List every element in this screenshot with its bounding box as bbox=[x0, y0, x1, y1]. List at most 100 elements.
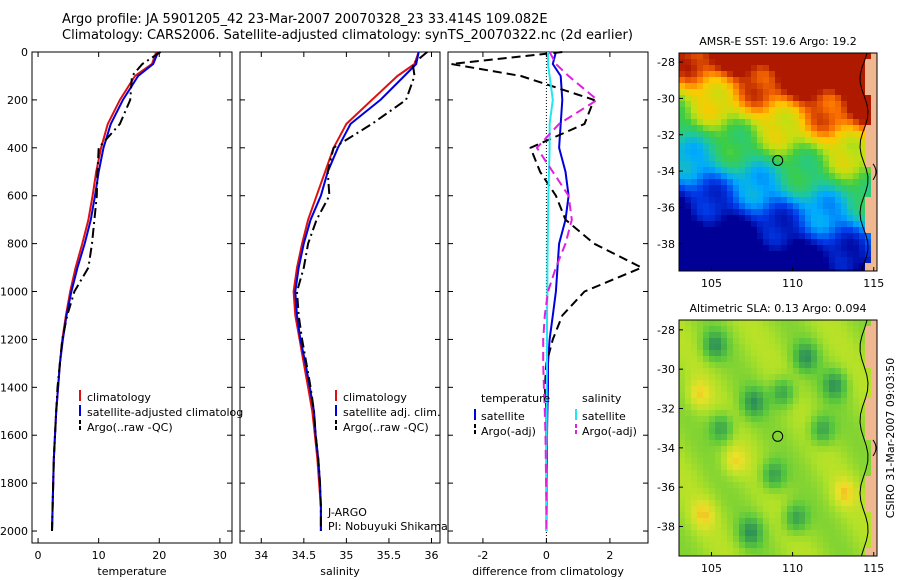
sst-map-cell bbox=[745, 263, 751, 269]
sla-map-cell bbox=[697, 458, 703, 464]
sst-map-cell bbox=[793, 197, 799, 203]
sla-map-cell bbox=[763, 554, 769, 556]
sla-map-cell bbox=[793, 374, 799, 380]
sst-map-cell bbox=[775, 203, 781, 209]
sla-map-cell bbox=[853, 386, 859, 392]
sst-map-cell bbox=[787, 197, 793, 203]
sla-map-cell bbox=[745, 554, 751, 556]
sla-map-cell bbox=[787, 422, 793, 428]
sla-map-cell bbox=[685, 320, 691, 326]
sst-map-cell bbox=[679, 119, 685, 125]
sst-map-cell bbox=[727, 197, 733, 203]
sst-map-cell bbox=[841, 77, 847, 83]
sla-map-cell bbox=[787, 494, 793, 500]
sst-map-cell bbox=[859, 185, 865, 191]
sla-map-cell bbox=[679, 434, 685, 440]
sla-map-cell bbox=[793, 320, 799, 326]
sst-map-cell bbox=[715, 71, 721, 77]
sla-map-cell bbox=[823, 530, 829, 536]
sst-map-cell bbox=[853, 65, 859, 71]
sst-map-cell bbox=[679, 149, 685, 155]
sla-map-cell bbox=[829, 524, 835, 530]
sst-map-cell bbox=[799, 179, 805, 185]
sst-map-cell bbox=[805, 137, 811, 143]
sla-map-cell bbox=[823, 452, 829, 458]
sla-map-cell bbox=[745, 452, 751, 458]
sla-map-cell bbox=[781, 542, 787, 548]
sla-map-cell bbox=[865, 434, 871, 440]
sla-map-cell bbox=[817, 404, 823, 410]
sla-map-cell bbox=[859, 500, 865, 506]
sst-map-cell bbox=[721, 215, 727, 221]
sst-map-cell bbox=[835, 179, 841, 185]
sla-map-cell bbox=[817, 542, 823, 548]
sla-map-cell bbox=[709, 338, 715, 344]
sla-map-cell bbox=[793, 440, 799, 446]
sst-map-cell bbox=[793, 167, 799, 173]
sst-map-cell bbox=[805, 113, 811, 119]
sst-map-cell bbox=[763, 203, 769, 209]
sla-map-cell bbox=[787, 362, 793, 368]
sst-map-cell bbox=[721, 59, 727, 65]
sla-map-cell bbox=[859, 458, 865, 464]
sla-map-cell bbox=[817, 380, 823, 386]
sla-map-cell bbox=[721, 338, 727, 344]
sst-map-cell bbox=[871, 53, 877, 59]
sla-map-cell bbox=[721, 548, 727, 554]
sla-map-cell bbox=[871, 518, 877, 524]
sst-map-cell bbox=[793, 227, 799, 233]
sst-map-cell bbox=[727, 179, 733, 185]
sst-map-cell bbox=[853, 95, 859, 101]
sst-map-cell bbox=[817, 257, 823, 263]
sst-map-cell bbox=[721, 233, 727, 239]
sst-map-cell bbox=[703, 179, 709, 185]
sst-map-cell bbox=[775, 185, 781, 191]
sla-map-cell bbox=[751, 536, 757, 542]
sst-map-cell bbox=[769, 137, 775, 143]
sst-map-cell bbox=[859, 203, 865, 209]
sst-map-cell bbox=[841, 185, 847, 191]
sst-map-cell bbox=[847, 161, 853, 167]
sla-map-cell bbox=[853, 476, 859, 482]
sla-map-cell bbox=[679, 332, 685, 338]
sla-map-cell bbox=[709, 554, 715, 556]
sst-map-cell bbox=[709, 149, 715, 155]
sla-map-cell bbox=[727, 518, 733, 524]
sst-map-cell bbox=[703, 221, 709, 227]
sla-map-cell bbox=[757, 476, 763, 482]
sla-map-cell bbox=[715, 524, 721, 530]
sst-map-cell bbox=[853, 227, 859, 233]
sla-map-cell bbox=[769, 458, 775, 464]
sst-map-cell bbox=[781, 155, 787, 161]
sla-map-cell bbox=[781, 332, 787, 338]
sla-map-cell bbox=[859, 518, 865, 524]
sst-map-cell bbox=[829, 185, 835, 191]
sla-map-cell bbox=[853, 350, 859, 356]
sla-map-cell bbox=[739, 428, 745, 434]
sst-map-cell bbox=[835, 137, 841, 143]
sst-map-ytick-label: -34 bbox=[657, 165, 675, 178]
sla-map-cell bbox=[829, 506, 835, 512]
sla-map-cell bbox=[721, 446, 727, 452]
sst-map-cell bbox=[721, 71, 727, 77]
sla-map-cell bbox=[679, 392, 685, 398]
sst-map-cell bbox=[685, 197, 691, 203]
sla-map-cell bbox=[781, 356, 787, 362]
sst-map-cell bbox=[727, 107, 733, 113]
sst-map-cell bbox=[859, 83, 865, 89]
sla-map-cell bbox=[853, 362, 859, 368]
sst-map-cell bbox=[841, 269, 847, 271]
sst-map-cell bbox=[781, 161, 787, 167]
sst-map-cell bbox=[769, 161, 775, 167]
sla-map-cell bbox=[805, 380, 811, 386]
sla-map-cell bbox=[853, 512, 859, 518]
sst-map-cell bbox=[799, 257, 805, 263]
sla-map-cell bbox=[739, 548, 745, 554]
sst-map-cell bbox=[811, 53, 817, 59]
sst-map-cell bbox=[715, 227, 721, 233]
sla-map-cell bbox=[733, 518, 739, 524]
sst-map-cell bbox=[775, 257, 781, 263]
sst-map-cell bbox=[847, 101, 853, 107]
sst-map-cell bbox=[787, 215, 793, 221]
